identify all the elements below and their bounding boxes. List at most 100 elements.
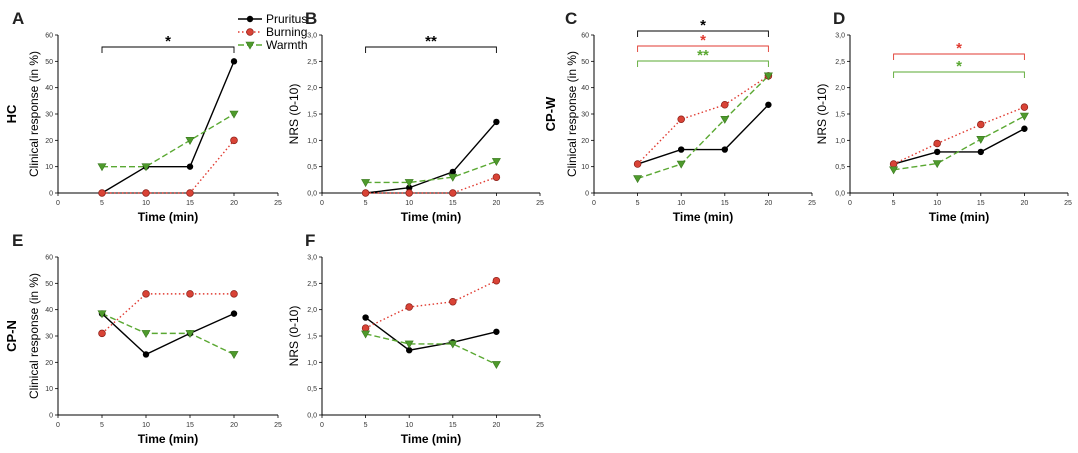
y-tick-label: 2,0 — [307, 307, 317, 314]
data-point-burning — [142, 290, 150, 298]
y-tick-label: 20 — [581, 138, 589, 145]
x-tick-label: 5 — [364, 200, 368, 207]
y-tick-label: 60 — [45, 33, 53, 40]
x-tick-label: 0 — [56, 200, 60, 207]
significance-label: * — [700, 32, 706, 49]
series-line-warmth — [893, 115, 1025, 171]
x-tick-label: 15 — [977, 200, 985, 207]
x-tick-label: 25 — [536, 422, 544, 429]
x-tick-label: 0 — [320, 200, 324, 207]
significance-label: * — [165, 33, 171, 50]
x-tick-label: 0 — [848, 200, 852, 207]
row-label: CP-N — [4, 320, 19, 352]
y-tick-label: 40 — [45, 307, 53, 314]
data-point-burning — [933, 139, 941, 148]
data-point-warmth — [491, 361, 501, 370]
x-tick-label: 15 — [449, 422, 457, 429]
data-point-burning — [721, 101, 729, 109]
data-point-warmth — [676, 160, 686, 169]
panel-b: 0,0 0,5 1,0 1,5 2,0 2,5 3,0 0 5 10 15 20 25 Time (min… — [287, 9, 544, 224]
data-point-burning — [889, 160, 898, 168]
data-point-pruritus — [230, 58, 238, 65]
data-point-burning — [186, 189, 194, 197]
series-line-pruritus — [637, 104, 769, 165]
data-point-pruritus — [493, 328, 500, 335]
significance-bracket — [637, 60, 769, 67]
legend-marker-pruritus — [246, 15, 254, 23]
x-tick-label: 15 — [449, 200, 457, 207]
x-tick-label: 25 — [274, 200, 282, 207]
significance-label: * — [956, 58, 962, 75]
x-tick-label: 10 — [677, 200, 685, 207]
data-point-warmth — [185, 330, 195, 338]
y-tick-label: 30 — [45, 334, 53, 341]
data-point-burning — [492, 173, 501, 181]
data-point-burning — [405, 189, 413, 197]
data-point-warmth — [97, 310, 107, 319]
x-tick-label: 10 — [142, 200, 150, 207]
x-tick-label: 15 — [186, 422, 194, 429]
y-axis-label: Clinical response (in %) — [565, 51, 579, 177]
data-point-burning — [361, 189, 370, 197]
y-tick-label: 1,0 — [307, 360, 317, 367]
significance-bracket — [893, 53, 1025, 60]
data-point-warmth — [141, 330, 151, 338]
data-point-warmth — [448, 340, 458, 349]
data-point-warmth — [932, 160, 942, 169]
data-point-pruritus — [230, 310, 238, 317]
data-point-pruritus — [721, 146, 728, 153]
significance-label: * — [700, 17, 706, 34]
y-tick-label: 0,5 — [835, 164, 845, 171]
y-tick-label: 30 — [581, 112, 589, 119]
data-point-pruritus — [186, 163, 194, 170]
series-line-burning — [637, 75, 769, 165]
data-point-pruritus — [142, 351, 150, 358]
y-tick-label: 40 — [45, 85, 53, 92]
x-axis-label: Time (min) — [138, 432, 198, 446]
y-tick-label: 2,0 — [835, 85, 845, 92]
panel-letter: F — [305, 231, 315, 250]
y-tick-label: 10 — [581, 164, 589, 171]
data-point-burning — [677, 115, 685, 124]
data-point-burning — [1020, 103, 1029, 111]
data-point-burning — [449, 298, 457, 306]
x-tick-label: 5 — [100, 200, 104, 207]
legend-label-warmth: Warmth — [266, 38, 308, 52]
data-point-warmth — [229, 110, 239, 119]
y-axis-label: NRS (0-10) — [287, 84, 301, 145]
data-point-burning — [98, 189, 106, 197]
y-tick-label: 0,5 — [307, 164, 317, 171]
data-point-warmth — [404, 340, 414, 349]
x-tick-label: 20 — [493, 422, 501, 429]
data-point-burning — [98, 329, 106, 338]
x-tick-label: 15 — [186, 200, 194, 207]
x-tick-label: 0 — [592, 200, 596, 207]
significance-label: * — [956, 40, 962, 57]
x-tick-label: 10 — [142, 422, 150, 429]
y-tick-label: 1,0 — [835, 138, 845, 145]
x-axis-label: Time (min) — [673, 210, 733, 224]
row-label: CP-W — [543, 96, 558, 131]
y-axis-label: Clinical response (in %) — [27, 51, 41, 177]
data-point-warmth — [361, 179, 371, 188]
significance-bracket — [637, 30, 769, 37]
y-tick-label: 3,0 — [307, 255, 317, 262]
data-point-pruritus — [449, 168, 456, 176]
data-point-pruritus — [934, 148, 941, 156]
x-tick-label: 25 — [536, 200, 544, 207]
y-tick-label: 30 — [45, 112, 53, 119]
y-tick-label: 60 — [45, 255, 53, 262]
y-tick-label: 1,5 — [835, 112, 845, 119]
y-tick-label: 2,5 — [307, 281, 317, 288]
legend-marker-burning — [246, 28, 254, 36]
x-tick-label: 20 — [765, 200, 773, 207]
y-tick-label: 0,0 — [307, 413, 317, 420]
panel-f: 0,0 0,5 1,0 1,5 2,0 2,5 3,0 0 5 10 15 20 25 Time (min… — [287, 231, 544, 446]
y-tick-label: 2,0 — [307, 85, 317, 92]
data-point-pruritus — [678, 146, 685, 153]
x-tick-label: 10 — [405, 422, 413, 429]
data-point-warmth — [976, 135, 986, 144]
significance-label: ** — [697, 47, 709, 64]
